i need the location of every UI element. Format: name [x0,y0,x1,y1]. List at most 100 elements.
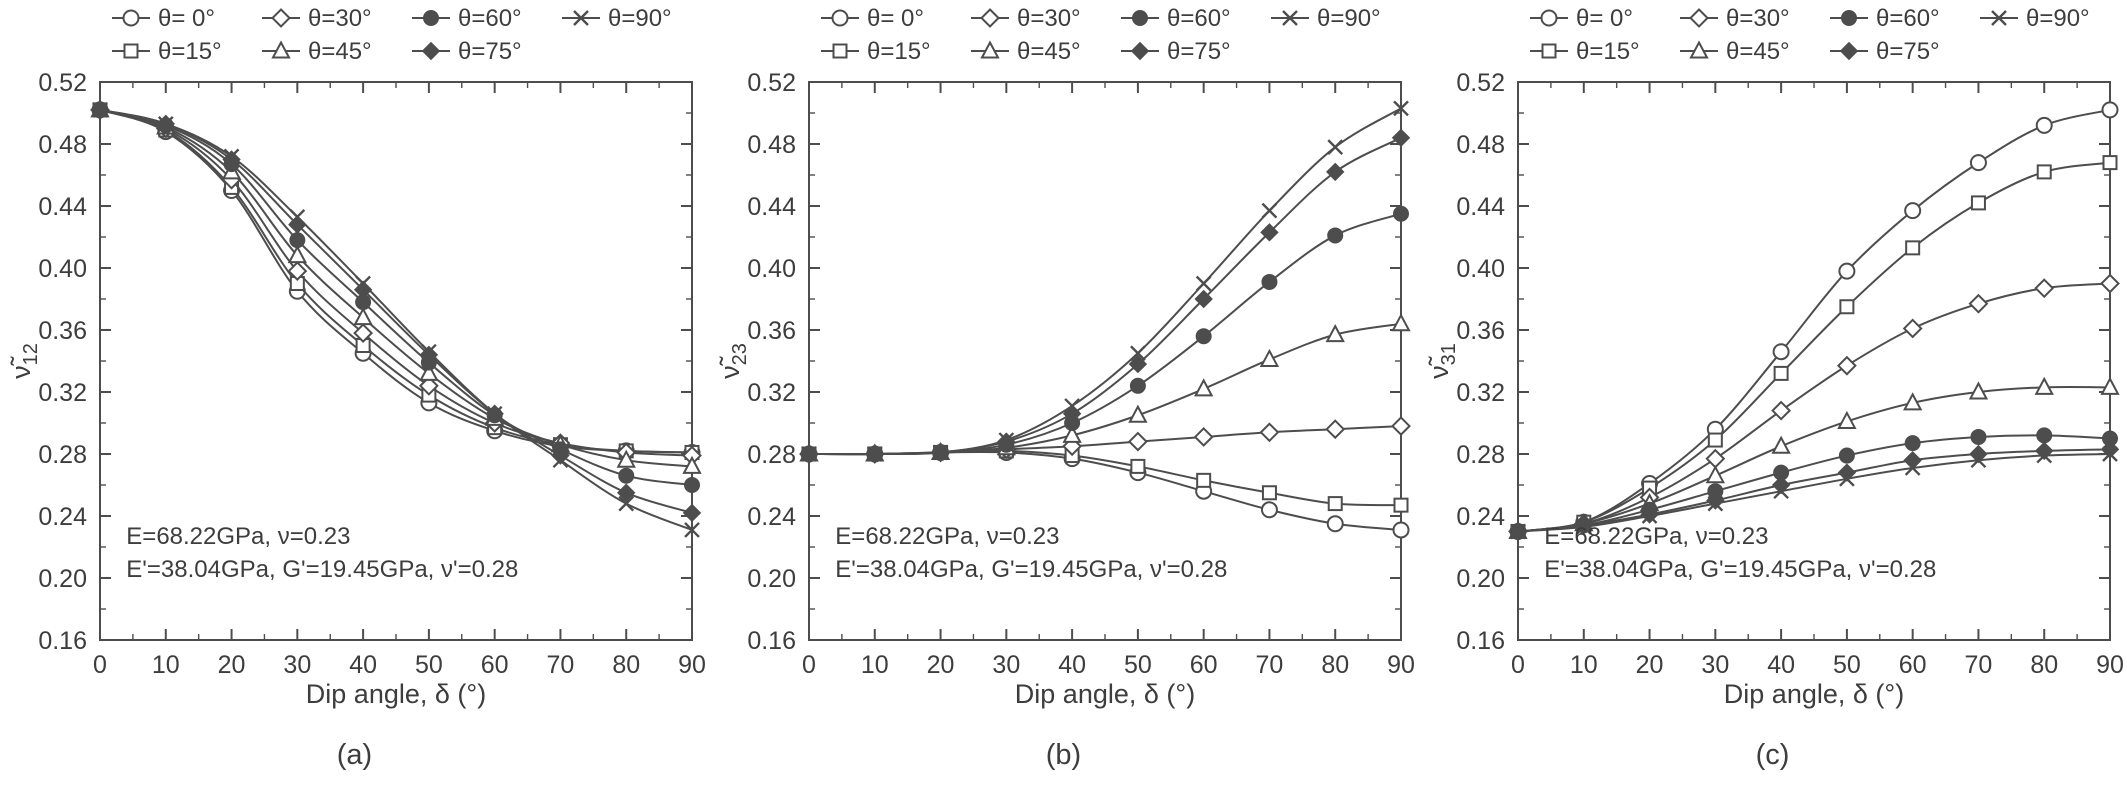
y-tick-label: 0.32 [1456,379,1505,407]
marker-triangle-open [2034,376,2054,395]
x-tick-label: 20 [1636,651,1664,679]
y-tick-label: 0.44 [38,193,87,221]
series-line [808,450,1402,531]
marker-triangle-open [271,40,291,59]
marker-x [1970,452,1987,469]
marker-circle-filled [618,467,635,484]
marker-diamond-filled [222,150,241,169]
marker-diamond-filled [1326,162,1345,182]
series-line [99,108,693,531]
marker-diamond-open [1968,293,1989,314]
x-axis-label: Dip angle, δ (°) [1724,679,1904,709]
legend-entry: θ=75° [412,38,522,65]
annotation-line: E=68.22GPa, ν=0.23 [1544,523,1768,550]
plot-area: 0 10 20 30 40 50 60 70 80 90 0.16 0.20 0.24 0.28 0.32 0… [38,69,706,679]
annotation-line: E=68.22GPa, ν=0.23 [126,523,350,550]
series-2 [799,416,1411,464]
marker-circle-filled [1129,377,1146,394]
marker-x [1327,139,1344,155]
marker-circle-open [1838,262,1856,280]
legend-entry: θ=30° [971,5,1081,32]
legend-entry: θ=60° [412,5,522,32]
marker-x [1393,100,1409,117]
x-tick-label: 80 [2030,651,2058,679]
marker-x [1773,483,1789,500]
marker-diamond-open [1259,422,1280,443]
marker-circle-filled [423,10,439,26]
marker-diamond-filled [1969,444,1988,464]
marker-diamond-open [1705,448,1726,469]
legend-label: θ=30° [1726,5,1790,32]
marker-circle-filled [1970,428,1987,445]
marker-diamond-filled [1128,354,1148,374]
y-tick-label: 0.20 [1456,565,1505,593]
tick-labels: 0 10 20 30 40 50 60 70 80 90 0.16 0.20 0.24 0.28 0.32 0… [38,69,706,679]
marker-triangle-open [1391,313,1411,332]
legend: θ= 0° θ=30° θ=60° θ=90° θ=15° θ=45° θ=75° [1530,5,2090,65]
marker-diamond-filled [421,41,441,61]
x-tick-label: 60 [481,651,509,679]
marker-x [1130,345,1146,362]
legend-entry: θ=45° [262,38,372,65]
marker-diamond-open [271,8,291,28]
marker-x [1707,495,1724,512]
marker-circle-open [1260,501,1278,519]
y-tick-label: 0.32 [38,379,87,407]
y-tick-label: 0.20 [747,565,796,593]
x-tick-label: 30 [283,651,311,679]
marker-x [866,446,883,462]
marker-x [1839,470,1855,487]
marker-x [1064,398,1080,414]
x-tick-label: 0 [802,651,816,679]
marker-circle-filled [684,477,700,493]
legend-label: θ= 0° [1576,5,1633,32]
y-tick-label: 0.16 [1456,627,1505,655]
x-tick-label: 30 [1701,651,1729,679]
marker-diamond-open [1325,419,1346,440]
marker-square-open [832,43,848,59]
series-5 [799,128,1411,464]
marker-diamond-filled [1194,289,1213,309]
marker-triangle-open [1705,465,1725,484]
y-tick-label: 0.36 [747,317,796,345]
series-0 [91,101,701,461]
series-line [99,108,693,486]
marker-circle-open [1326,515,1344,533]
legend-entry: θ=90° [1980,5,2090,32]
marker-square-open [1905,240,1921,256]
marker-triangle-open [616,449,636,468]
marker-triangle-open [1903,392,1923,411]
legend-label: θ=15° [1576,38,1640,65]
legend-label: θ=15° [158,38,222,65]
marker-square-open [2102,155,2118,171]
marker-x [1991,10,2007,26]
legend-label: θ=30° [1017,5,1081,32]
axis-ticks [808,81,1402,641]
y-tick-label: 0.40 [1456,255,1505,283]
legend-label: θ=45° [1726,38,1790,65]
marker-circle-filled [1261,273,1278,290]
x-tick-label: 70 [1256,651,1284,679]
series-line [808,212,1402,456]
marker-triangle-open [1259,348,1280,367]
marker-x [932,444,949,461]
x-axis-label: Dip angle, δ (°) [1015,679,1195,709]
marker-circle-filled [1841,10,1857,26]
legend-entry: θ=60° [1121,5,1231,32]
x-tick-label: 40 [349,651,377,679]
legend-label: θ=75° [1876,38,1940,65]
legend-entry: θ=60° [1830,5,1940,32]
y-tick-label: 0.52 [1456,69,1505,97]
marker-x [289,209,306,225]
series-2 [90,99,702,466]
marker-circle-open [2101,101,2119,119]
marker-diamond-filled [1839,41,1859,61]
y-tick-label: 0.48 [38,131,87,159]
marker-x [1195,275,1212,292]
y-tick-label: 0.40 [38,255,87,283]
annotation-line: E'=38.04GPa, G'=19.45GPa, ν'=0.28 [835,556,1227,583]
marker-circle-filled [1393,205,1409,222]
marker-square-open [1839,299,1855,315]
marker-square-open [123,43,139,59]
parameter-annotation: E=68.22GPa, ν=0.23 E'=38.04GPa, G'=19.45G… [1544,523,1936,583]
